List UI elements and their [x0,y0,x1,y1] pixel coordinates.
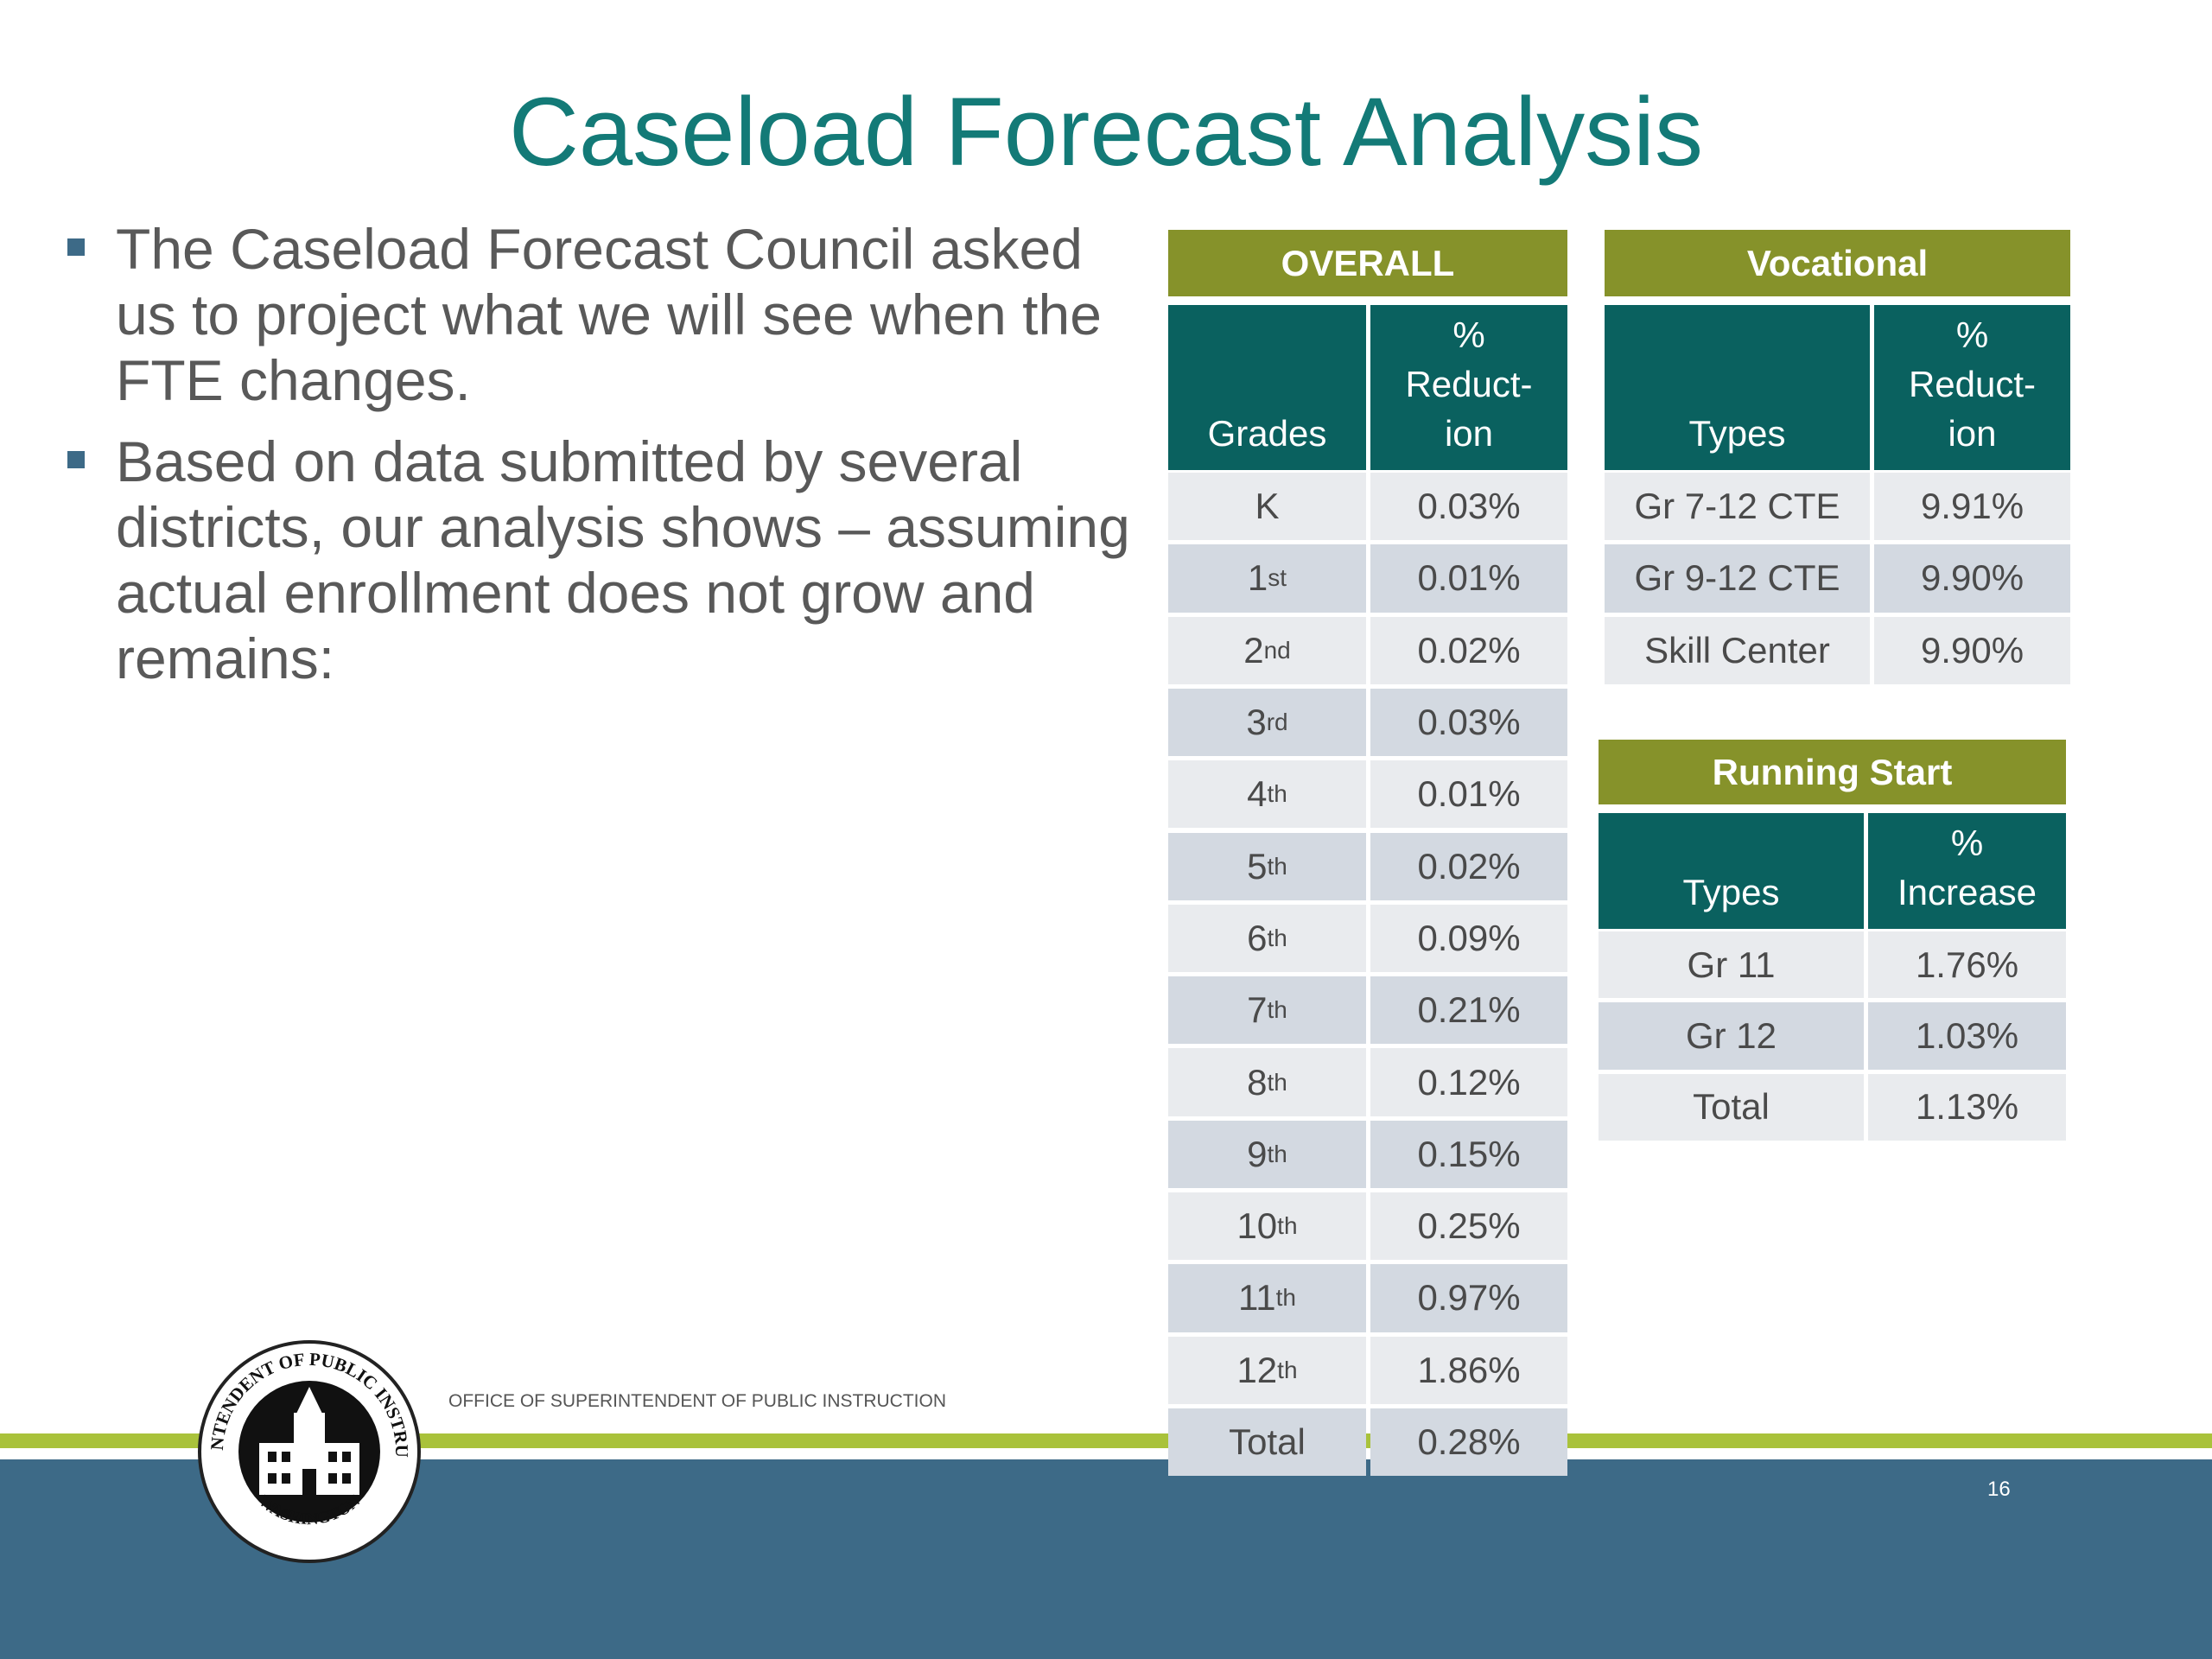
table-title: OVERALL [1168,230,1567,296]
label-text: 3 [1246,702,1267,743]
table-title: Running Start [1599,740,2066,804]
row-value: 0.28% [1370,1408,1567,1477]
label-text: 11 [1238,1277,1276,1319]
row-label: K [1168,473,1366,541]
row-label: Gr 12 [1599,1002,1864,1070]
row-value: 1.13% [1868,1073,2066,1141]
label-text: 4 [1247,773,1268,815]
row-value: 0.03% [1370,473,1567,541]
label-text: 6 [1247,917,1268,958]
row-label: Gr 9-12 CTE [1605,544,1870,613]
row-value: 0.09% [1370,904,1567,973]
column-header: % Reduct- ion [1874,305,2070,470]
seal: SUPERINTENDENT OF PUBLIC INSTRUCTION WAS… [197,1339,421,1563]
label-text: K [1255,486,1280,527]
footer-office: OFFICE OF SUPERINTENDENT OF PUBLIC INSTR… [448,1391,946,1411]
row-label: Gr 11 [1599,931,1864,999]
row-label: Skill Center [1605,616,1870,684]
row-label: Total [1168,1408,1366,1477]
label-text: Gr 11 [1687,944,1776,985]
column-header: % Reduct- ion [1370,305,1567,470]
row-value: 0.02% [1370,616,1567,684]
row-value: 9.90% [1874,544,2070,613]
row-value: 9.91% [1874,473,2070,541]
table-title: Vocational [1605,230,2070,296]
bullet: Based on data submitted by several distr… [67,429,1130,691]
row-value: 0.01% [1370,544,1567,613]
row-value: 0.25% [1370,1192,1567,1261]
row-label: Gr 7-12 CTE [1605,473,1870,541]
column-header: Types [1599,813,1864,929]
label-text: 8 [1247,1061,1268,1103]
bullet: The Caseload Forecast Council asked us t… [67,216,1130,413]
page-number: 16 [1987,1478,2011,1501]
label-text: Skill Center [1644,629,1830,671]
column-header: Types [1605,305,1870,470]
row-value: 0.15% [1370,1120,1567,1188]
row-value: 0.97% [1370,1264,1567,1332]
title: Caseload Forecast Analysis [508,78,1703,186]
row-label: Total [1599,1073,1864,1141]
column-header: Grades [1168,305,1366,470]
row-value: 0.03% [1370,688,1567,757]
row-value: 9.90% [1874,616,2070,684]
label-text: Gr 7-12 CTE [1634,486,1840,527]
label-text: Total [1693,1086,1770,1128]
label-text: Total [1229,1421,1306,1463]
label-text: Gr 9-12 CTE [1634,557,1840,599]
label-text: 5 [1247,845,1268,887]
column-header: % Increase [1868,813,2066,929]
row-value: 1.86% [1370,1336,1567,1404]
label-text: 12 [1236,1349,1278,1390]
label-text: 1 [1247,557,1268,599]
label-text: 10 [1236,1205,1278,1247]
accent-line [0,1433,2212,1448]
row-value: 0.12% [1370,1048,1567,1116]
label-text: 9 [1247,1133,1268,1174]
label-text: 2 [1243,629,1264,671]
bullet-list: The Caseload Forecast Council asked us t… [67,216,1130,707]
row-value: 0.21% [1370,976,1567,1045]
label-text: Gr 12 [1685,1014,1777,1056]
label-text: 7 [1247,989,1268,1031]
row-value: 0.01% [1370,760,1567,829]
row-value: 0.02% [1370,832,1567,900]
row-value: 1.76% [1868,931,2066,999]
row-value: 1.03% [1868,1002,2066,1070]
